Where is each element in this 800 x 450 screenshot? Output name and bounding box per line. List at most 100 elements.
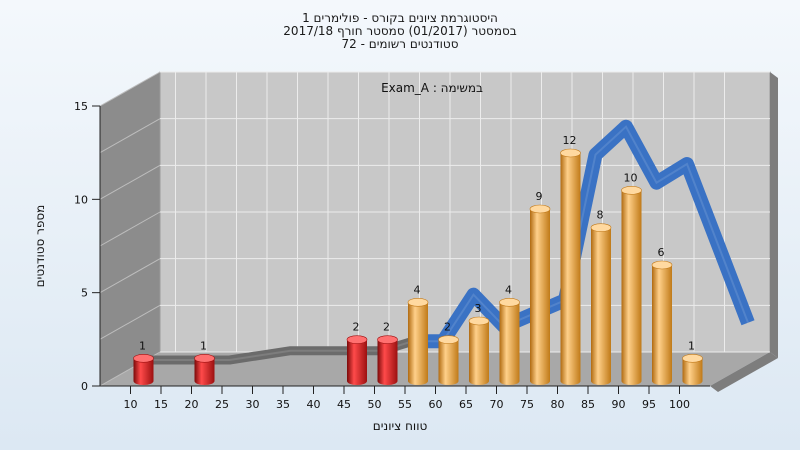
x-tick-label: 95 <box>642 398 656 411</box>
bar-value-label: 2 <box>383 321 390 334</box>
x-tick-label: 90 <box>612 398 626 411</box>
bar-top <box>407 298 429 307</box>
bar-body <box>652 265 672 385</box>
bar-body <box>133 358 154 385</box>
bar-body <box>438 339 459 385</box>
bar-value-label: 3 <box>475 302 482 315</box>
grid-line-wall <box>99 304 161 340</box>
bar-top <box>590 223 612 232</box>
grid-line-wall <box>99 71 161 107</box>
x-tick-label: 10 <box>124 398 138 411</box>
bar-75 <box>529 204 551 385</box>
bar-body <box>469 321 489 385</box>
bar-top <box>560 148 581 158</box>
y-tick-label: 5 <box>81 287 88 300</box>
bar-value-label: 1 <box>200 339 207 352</box>
y-axis-ticks: 0 5 10 15 <box>74 100 100 393</box>
x-tick-label: 55 <box>398 398 412 411</box>
x-tick-label: 20 <box>185 398 199 411</box>
chart-title: היסטוגרמת ציונים בקורס - פולימרים 1 בסמס… <box>283 11 516 51</box>
bar-65 <box>468 316 490 385</box>
bar-80 <box>560 148 581 385</box>
y-axis-label: מספר סטודנטים <box>33 205 47 288</box>
bar-top <box>346 335 368 344</box>
bar-body <box>560 153 581 385</box>
bar-value-label: 1 <box>139 339 146 352</box>
bar-value-label: 4 <box>505 283 512 296</box>
grid-line-wall <box>99 164 161 200</box>
bar-top <box>651 260 673 270</box>
x-tick-label: 65 <box>459 398 473 411</box>
x-axis-label: טווח ציונים <box>373 419 428 433</box>
y-tick-label: 0 <box>81 380 88 393</box>
bar-body <box>591 227 611 385</box>
bar-50 <box>377 335 398 385</box>
bar-body <box>408 302 428 385</box>
chart-caption: Exam_A : במשימה <box>381 81 483 95</box>
y-tick-label: 10 <box>74 193 88 206</box>
bar-top <box>468 316 490 326</box>
back-wall-shadow <box>770 72 778 358</box>
bar-body <box>621 190 642 385</box>
x-tick-label: 50 <box>368 398 382 411</box>
bar-body <box>194 358 215 385</box>
bar-value-label: 1 <box>688 339 695 352</box>
bar-value-label: 12 <box>563 134 577 147</box>
bar-90 <box>621 186 642 385</box>
curve-ribbon-highlight <box>138 125 749 361</box>
bar-top <box>377 335 398 344</box>
bar-value-label: 6 <box>658 246 665 259</box>
bar-top <box>133 354 154 363</box>
bar-value-label: 4 <box>414 283 421 296</box>
bar-20 <box>194 354 215 385</box>
bar-45 <box>346 335 368 385</box>
bars <box>133 148 703 385</box>
bar-top <box>194 354 215 363</box>
bar-100 <box>682 354 703 385</box>
title-line-1: היסטוגרמת ציונים בקורס - פולימרים 1 <box>302 11 498 25</box>
title-line-3: סטודנטים רשומים - 72 <box>341 37 458 51</box>
bar-value-label: 8 <box>597 209 604 222</box>
bar-body <box>499 302 520 385</box>
x-tick-label: 45 <box>337 398 351 411</box>
bar-top <box>529 204 551 214</box>
x-tick-label: 70 <box>490 398 504 411</box>
bar-10 <box>133 354 154 385</box>
bar-value-label: 2 <box>444 321 451 334</box>
bar-top <box>438 335 459 344</box>
bar-body <box>377 339 398 385</box>
bar-body <box>347 339 367 385</box>
x-tick-label: 100 <box>669 398 690 411</box>
bar-top <box>499 298 520 307</box>
floor-shadow <box>710 352 778 392</box>
grid-line-wall <box>99 211 161 247</box>
grid-line-wall <box>99 258 161 294</box>
x-tick-label: 25 <box>215 398 229 411</box>
bar-body <box>682 358 703 385</box>
bar-value-label: 2 <box>353 321 360 334</box>
bar-value-label: 10 <box>624 171 638 184</box>
x-tick-label: 30 <box>246 398 260 411</box>
bar-body <box>530 209 550 385</box>
x-tick-label: 80 <box>551 398 565 411</box>
x-tick-label: 85 <box>581 398 595 411</box>
bar-55 <box>407 298 429 385</box>
bar-value-label: 9 <box>536 190 543 203</box>
title-line-2: בסמסטר (01/2017) סמסטר חורף 2017/18 <box>283 24 516 38</box>
bar-top <box>621 186 642 195</box>
y-tick-label: 15 <box>74 100 88 113</box>
bar-70 <box>499 298 520 385</box>
bar-85 <box>590 223 612 385</box>
bar-95 <box>651 260 673 385</box>
bar-60 <box>438 335 459 385</box>
grid-line-wall <box>99 118 161 154</box>
x-tick-label: 40 <box>307 398 321 411</box>
x-tick-label: 60 <box>429 398 443 411</box>
x-tick-label: 35 <box>276 398 290 411</box>
x-tick-label: 15 <box>154 398 168 411</box>
bar-top <box>682 354 703 363</box>
x-axis-ticks: 10 15 20 25 30 35 40 45 50 55 60 65 70 75 80 85 90 95 100 <box>124 386 690 411</box>
x-tick-label: 75 <box>520 398 534 411</box>
